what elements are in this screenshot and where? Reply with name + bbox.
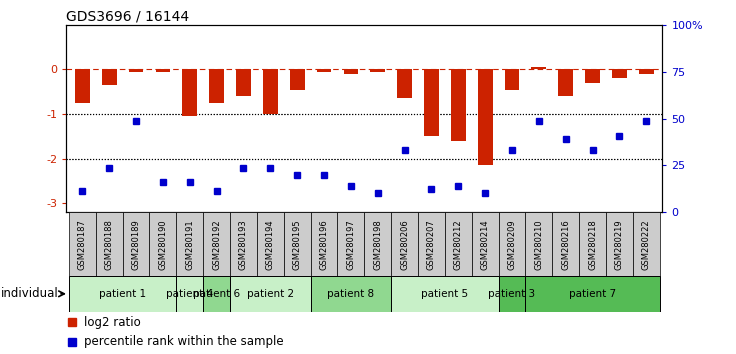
FancyBboxPatch shape: [364, 212, 391, 276]
Text: GSM280212: GSM280212: [454, 219, 463, 270]
Text: GSM280219: GSM280219: [615, 219, 624, 270]
Text: GDS3696 / 16144: GDS3696 / 16144: [66, 10, 189, 24]
Bar: [451, 69, 466, 141]
FancyBboxPatch shape: [123, 212, 149, 276]
Text: GSM280188: GSM280188: [105, 219, 113, 270]
Text: GSM280190: GSM280190: [158, 219, 167, 270]
Bar: [344, 69, 358, 74]
Bar: [585, 69, 600, 83]
Text: GSM280207: GSM280207: [427, 219, 436, 270]
FancyBboxPatch shape: [177, 276, 203, 312]
Text: GSM280206: GSM280206: [400, 219, 409, 270]
Text: GSM280196: GSM280196: [319, 219, 328, 270]
Bar: [290, 69, 305, 90]
FancyBboxPatch shape: [338, 212, 364, 276]
Bar: [183, 69, 197, 116]
Text: GSM280193: GSM280193: [239, 219, 248, 270]
FancyBboxPatch shape: [498, 212, 526, 276]
FancyBboxPatch shape: [69, 212, 96, 276]
Text: patient 3: patient 3: [489, 289, 536, 299]
FancyBboxPatch shape: [203, 212, 230, 276]
Text: GSM280218: GSM280218: [588, 219, 597, 270]
FancyBboxPatch shape: [69, 276, 177, 312]
Bar: [639, 69, 654, 74]
Text: GSM280194: GSM280194: [266, 219, 275, 270]
FancyBboxPatch shape: [418, 212, 445, 276]
Bar: [531, 67, 546, 69]
Text: patient 4: patient 4: [166, 289, 213, 299]
Text: GSM280197: GSM280197: [347, 219, 355, 270]
Bar: [370, 69, 385, 72]
FancyBboxPatch shape: [311, 212, 338, 276]
Bar: [236, 69, 251, 96]
Bar: [75, 69, 90, 103]
FancyBboxPatch shape: [552, 212, 579, 276]
FancyBboxPatch shape: [526, 276, 659, 312]
Text: patient 2: patient 2: [247, 289, 294, 299]
Text: patient 1: patient 1: [99, 289, 146, 299]
FancyBboxPatch shape: [472, 212, 498, 276]
FancyBboxPatch shape: [445, 212, 472, 276]
Text: GSM280187: GSM280187: [78, 219, 87, 270]
Bar: [478, 69, 492, 166]
Text: patient 6: patient 6: [193, 289, 240, 299]
FancyBboxPatch shape: [230, 276, 311, 312]
Text: GSM280198: GSM280198: [373, 219, 382, 270]
Text: GSM280216: GSM280216: [562, 219, 570, 270]
Text: GSM280192: GSM280192: [212, 219, 221, 270]
Text: GSM280222: GSM280222: [642, 219, 651, 270]
Text: GSM280209: GSM280209: [508, 219, 517, 270]
Text: GSM280191: GSM280191: [185, 219, 194, 270]
Bar: [129, 69, 144, 72]
FancyBboxPatch shape: [257, 212, 284, 276]
Text: GSM280189: GSM280189: [132, 219, 141, 270]
Text: GSM280195: GSM280195: [293, 219, 302, 270]
Text: patient 5: patient 5: [421, 289, 468, 299]
FancyBboxPatch shape: [391, 276, 498, 312]
Text: GSM280210: GSM280210: [534, 219, 543, 270]
Text: patient 8: patient 8: [328, 289, 375, 299]
FancyBboxPatch shape: [203, 276, 230, 312]
Bar: [263, 69, 277, 114]
FancyBboxPatch shape: [311, 276, 391, 312]
Text: patient 7: patient 7: [569, 289, 616, 299]
Bar: [209, 69, 224, 103]
Text: log2 ratio: log2 ratio: [84, 316, 141, 329]
Text: percentile rank within the sample: percentile rank within the sample: [84, 335, 284, 348]
FancyBboxPatch shape: [96, 212, 123, 276]
Bar: [612, 69, 627, 78]
Bar: [397, 69, 412, 98]
FancyBboxPatch shape: [606, 212, 633, 276]
Bar: [424, 69, 439, 136]
FancyBboxPatch shape: [230, 212, 257, 276]
FancyBboxPatch shape: [149, 212, 177, 276]
Bar: [102, 69, 116, 85]
FancyBboxPatch shape: [526, 212, 552, 276]
FancyBboxPatch shape: [633, 212, 659, 276]
Bar: [505, 69, 520, 90]
FancyBboxPatch shape: [284, 212, 311, 276]
Bar: [559, 69, 573, 96]
Text: GSM280214: GSM280214: [481, 219, 489, 270]
FancyBboxPatch shape: [391, 212, 418, 276]
FancyBboxPatch shape: [177, 212, 203, 276]
Text: individual: individual: [1, 287, 58, 300]
FancyBboxPatch shape: [579, 212, 606, 276]
FancyBboxPatch shape: [498, 276, 526, 312]
Bar: [155, 69, 170, 72]
Bar: [316, 69, 331, 72]
